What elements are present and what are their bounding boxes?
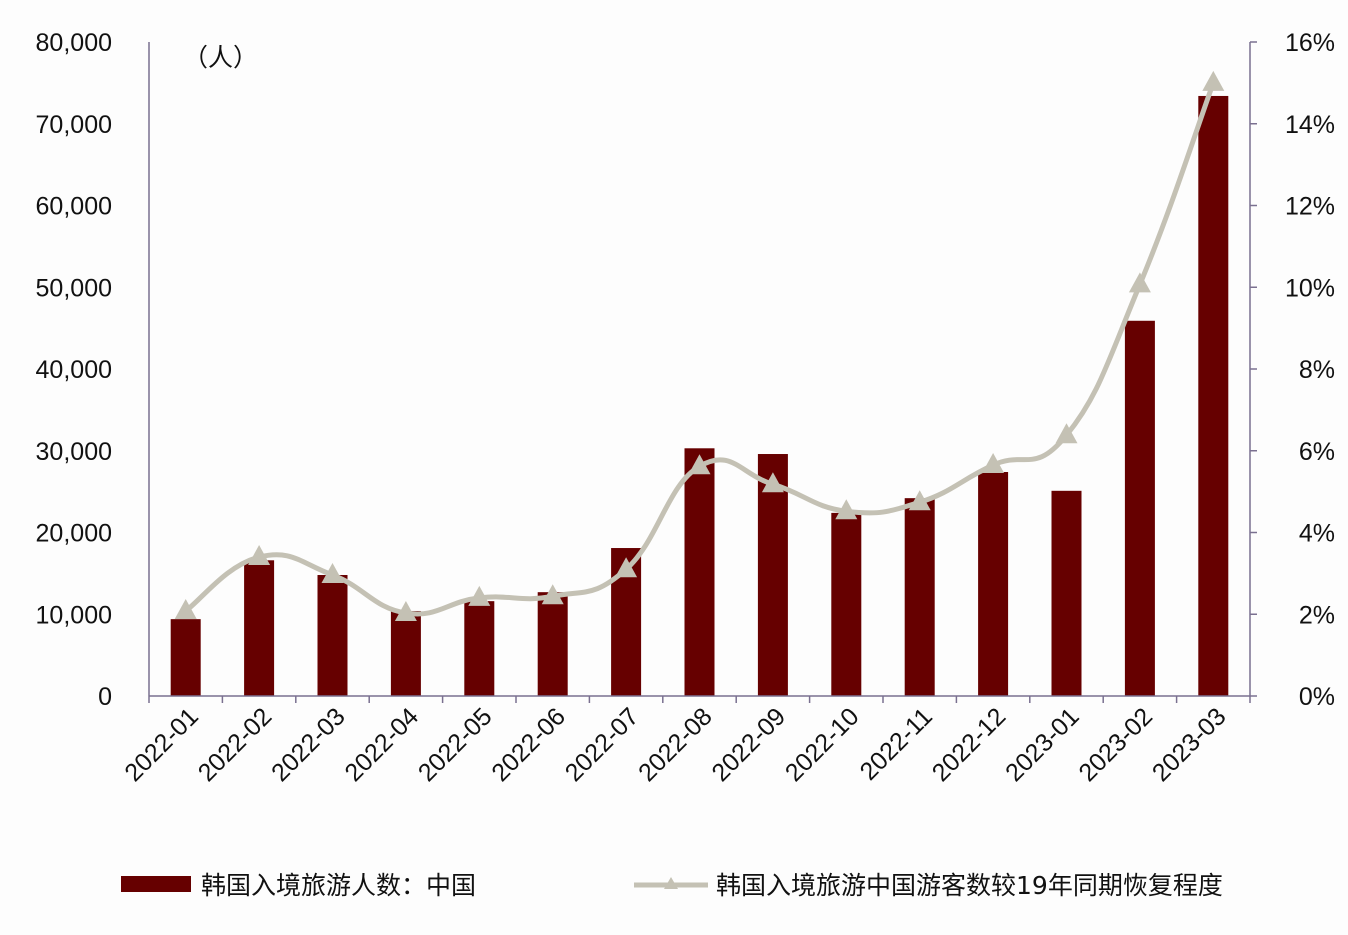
triangle-marker-icon — [541, 584, 564, 605]
bar — [831, 512, 862, 696]
x-axis-tick-label: 2022-10 — [780, 702, 865, 787]
triangle-marker-icon — [1128, 272, 1151, 293]
triangle-marker-icon — [908, 490, 931, 511]
x-axis-tick-label: 2022-04 — [339, 702, 424, 787]
x-axis-tick-label: 2023-03 — [1147, 702, 1232, 787]
bar — [244, 560, 275, 696]
x-axis-tick-label: 2022-01 — [119, 702, 204, 787]
x-axis-tick-label: 2022-02 — [193, 702, 278, 787]
left-axis-tick-label: 20,000 — [36, 520, 112, 548]
left-axis-tick-label: 70,000 — [36, 111, 112, 139]
x-axis-tick-label: 2023-02 — [1073, 702, 1158, 787]
triangle-marker-icon — [394, 601, 417, 622]
triangle-marker-icon — [248, 545, 271, 566]
legend-bar-swatch-icon — [121, 876, 191, 892]
x-axis-tick-label: 2023-01 — [1000, 702, 1085, 787]
x-axis-tick-label: 2022-07 — [560, 702, 645, 787]
left-axis-tick-label: 80,000 — [36, 29, 112, 57]
legend-line-label: 韩国入境旅游中国游客数较19年同期恢复程度 — [716, 871, 1223, 900]
line-path — [183, 80, 1216, 617]
left-axis-tick-label: 10,000 — [36, 601, 112, 629]
right-axis-tick-label: 4% — [1299, 520, 1335, 548]
legend: 韩国入境旅游人数：中国 韩国入境旅游中国游客数较19年同期恢复程度 — [0, 862, 1348, 906]
left-axis-tick-label: 50,000 — [36, 274, 112, 302]
left-axis-unit-label: （人） — [183, 43, 259, 72]
right-axis-tick-label: 0% — [1299, 683, 1335, 711]
right-axis-tick-label: 6% — [1299, 438, 1335, 466]
bar — [978, 472, 1009, 696]
left-axis-tick-label: 40,000 — [36, 356, 112, 384]
bar — [170, 619, 201, 696]
bar — [684, 448, 715, 696]
x-axis-tick-label: 2022-12 — [927, 702, 1012, 787]
legend-item-bar: 韩国入境旅游人数：中国 — [121, 862, 476, 906]
left-axis-tick-label: 0 — [98, 683, 112, 711]
triangle-marker-icon — [174, 598, 197, 619]
bar — [317, 575, 348, 696]
legend-bar-label: 韩国入境旅游人数：中国 — [201, 871, 477, 900]
right-axis-tick-label: 12% — [1285, 193, 1335, 221]
bar — [464, 601, 495, 696]
x-axis-tick-label: 2022-09 — [706, 702, 791, 787]
x-axis-tick-labels: 2022-012022-022022-032022-042022-052022-… — [119, 702, 1231, 787]
left-axis-tick-label: 60,000 — [36, 193, 112, 221]
legend-line-triangle-icon — [634, 874, 708, 894]
right-axis-tick-label: 8% — [1299, 356, 1335, 384]
triangle-marker-icon — [982, 453, 1005, 474]
x-axis-tick-label: 2022-05 — [413, 702, 498, 787]
right-axis-tick-label: 14% — [1285, 111, 1335, 139]
left-axis-tick-labels: 0 10,000 20,000 30,000 40,000 50,000 60,000 70,… — [36, 29, 112, 711]
bar — [1124, 320, 1155, 696]
bar — [904, 498, 935, 696]
triangle-marker-icon — [1202, 70, 1225, 91]
right-axis-tick-label: 16% — [1285, 29, 1335, 57]
triangle-marker-icon — [835, 499, 858, 520]
x-axis-tick-label: 2022-06 — [486, 702, 571, 787]
bar — [537, 592, 568, 696]
x-axis-tick-label: 2022-08 — [633, 702, 718, 787]
x-axis-tick-label: 2022-03 — [266, 702, 351, 787]
triangle-marker-icon — [468, 585, 491, 606]
bar — [390, 610, 421, 696]
triangle-marker-icon — [688, 454, 711, 475]
triangle-marker-icon — [321, 563, 344, 584]
left-axis-tick-label: 30,000 — [36, 438, 112, 466]
axes — [148, 41, 1257, 703]
bar-series — [170, 95, 1229, 696]
triangle-marker-icon — [761, 472, 784, 493]
x-axis-tick-label: 2022-11 — [855, 702, 938, 785]
line-series — [174, 70, 1225, 622]
triangle-marker-icon — [1055, 423, 1078, 444]
bar — [1198, 95, 1229, 696]
right-axis-tick-label: 10% — [1285, 274, 1335, 302]
bar — [1051, 490, 1082, 696]
bar — [757, 454, 788, 696]
triangle-marker-icon — [615, 557, 638, 578]
legend-item-line: 韩国入境旅游中国游客数较19年同期恢复程度 — [634, 862, 1223, 906]
right-axis-tick-labels: 0% 2% 4% 6% 8% 10% 12% 14% 16% — [1285, 29, 1335, 711]
right-axis-tick-label: 2% — [1299, 601, 1335, 629]
